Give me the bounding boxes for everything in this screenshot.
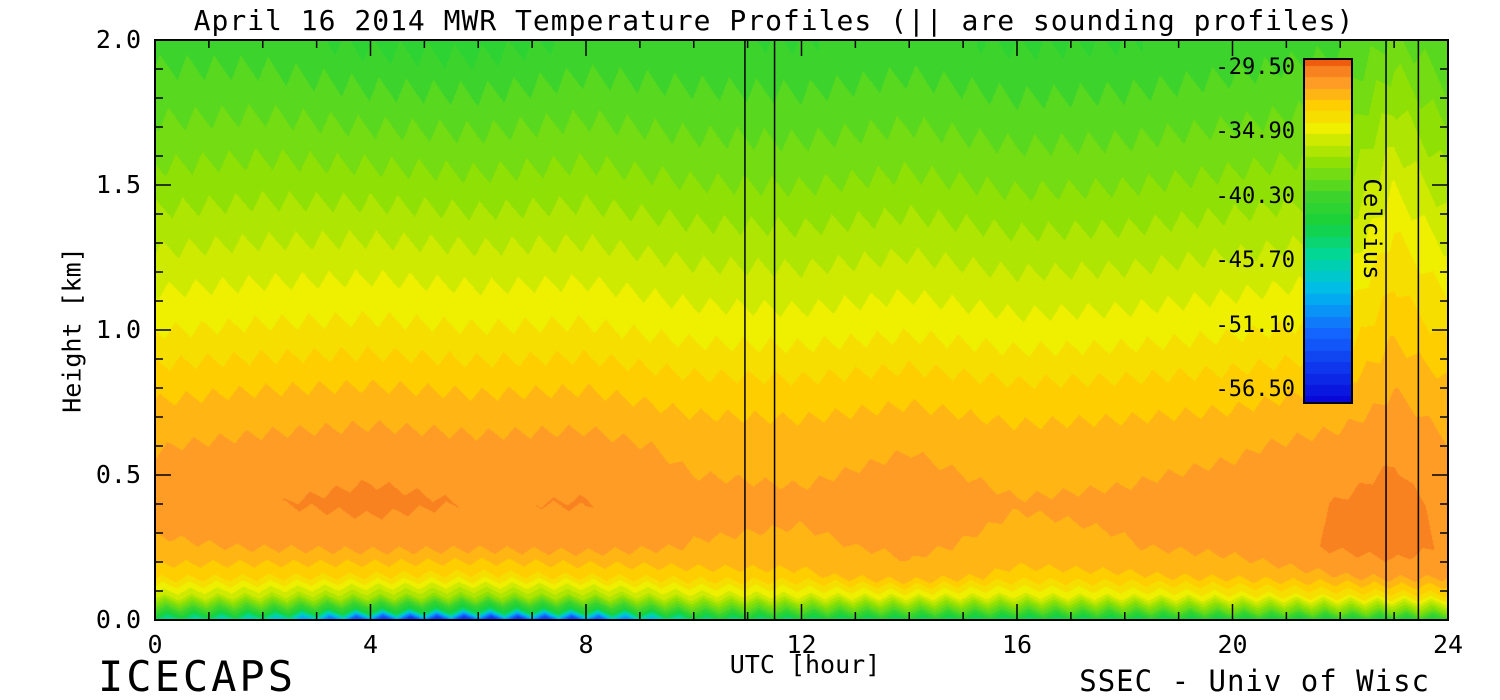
x-tick-label: 4 — [362, 630, 379, 659]
colorbar-tick-label: -34.90 — [1215, 119, 1295, 145]
credit-label: SSEC - Univ of Wisc — [1079, 664, 1430, 698]
x-tick-label: 12 — [786, 630, 817, 659]
colorbar-tick-label: -45.70 — [1215, 248, 1295, 274]
colorbar-tick-label: -40.30 — [1215, 183, 1295, 209]
y-tick-label: 2.0 — [95, 25, 141, 54]
x-tick-label: 8 — [578, 630, 594, 659]
colorbar-tick-label: -56.50 — [1215, 377, 1295, 402]
colorbar — [1303, 58, 1353, 404]
temperature-heatmap — [155, 40, 1448, 620]
x-tick-label: 0 — [147, 630, 163, 659]
y-tick-label: 1.0 — [95, 315, 141, 344]
x-tick-label: 20 — [1217, 630, 1248, 659]
x-tick-label: 24 — [1432, 630, 1464, 659]
colorbar-tick-label: -51.10 — [1215, 312, 1295, 338]
y-axis-label: Height [km] — [57, 247, 87, 413]
x-axis-label: UTC [hour] — [729, 650, 881, 679]
y-tick-label: 0.0 — [95, 605, 141, 634]
chart-title: April 16 2014 MWR Temperature Profiles (… — [193, 4, 1355, 37]
x-tick-label: 16 — [1001, 630, 1033, 659]
project-name-label: ICECAPS — [98, 652, 297, 700]
colorbar-tick-label: -29.50 — [1215, 55, 1295, 80]
colorbar-unit-label: Celcius — [1358, 178, 1386, 280]
y-tick-label: 0.5 — [95, 460, 141, 489]
y-tick-label: 1.5 — [95, 170, 141, 199]
